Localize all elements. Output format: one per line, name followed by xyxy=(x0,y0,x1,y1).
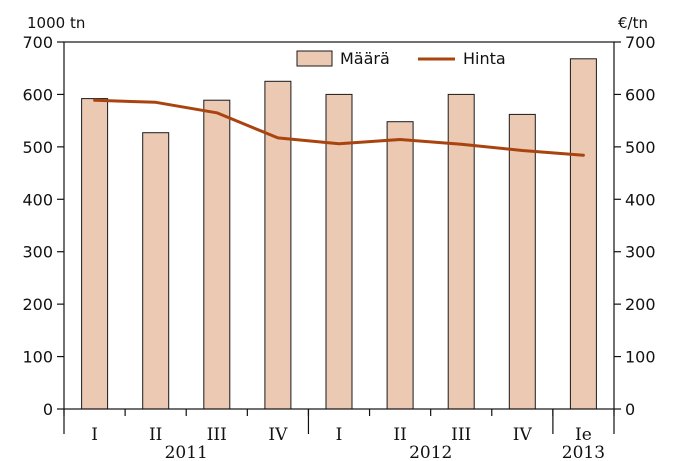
y-right-tick-label: 600 xyxy=(625,85,656,104)
line-layer xyxy=(93,98,585,157)
y-left-tick-label: 500 xyxy=(22,138,53,157)
y-right-tick-label: 500 xyxy=(625,138,656,157)
y-right-tick-label: 100 xyxy=(625,348,656,367)
legend-label-maara: Määrä xyxy=(340,49,390,68)
plot-border xyxy=(63,41,615,410)
axis-ticks xyxy=(57,41,621,434)
x-category-label: II xyxy=(393,425,406,445)
bars-layer xyxy=(81,58,597,410)
bar-maara-7 xyxy=(447,93,475,410)
x-category-label: III xyxy=(451,425,471,445)
legend: Määrä Hinta xyxy=(296,49,506,68)
y-right-tick-label: 0 xyxy=(625,400,635,419)
bar-maara-1 xyxy=(81,98,109,410)
y-left-tick-label: 700 xyxy=(22,33,53,52)
x-group-label: 2011 xyxy=(165,443,208,461)
legend-swatch-maara xyxy=(296,50,333,67)
y-right-tick-label: 700 xyxy=(625,33,656,52)
y-right-axis-label: €/tn xyxy=(618,14,648,32)
y-right-tick-label: 300 xyxy=(625,243,656,262)
x-category-label: IV xyxy=(268,425,288,445)
x-group-label: 2012 xyxy=(409,443,452,461)
y-left-tick-label: 400 xyxy=(22,190,53,209)
x-category-label: II xyxy=(149,425,162,445)
y-right-tick-label: 200 xyxy=(625,295,656,314)
bar-maara-5 xyxy=(325,93,353,410)
y-left-tick-label: 300 xyxy=(22,243,53,262)
x-category-label: I xyxy=(91,425,98,445)
plot-frame xyxy=(63,41,615,410)
x-group-label: 2013 xyxy=(562,443,605,461)
axis-labels: 0 100 200 300 400 500 600 700 0 100 200 300 400 500 60… xyxy=(22,14,655,461)
bar-maara-3 xyxy=(203,99,231,410)
y-right-tick-label: 400 xyxy=(625,190,656,209)
y-left-tick-label: 100 xyxy=(22,348,53,367)
y-left-tick-label: 0 xyxy=(43,400,53,419)
legend-label-hinta: Hinta xyxy=(463,49,506,68)
bar-maara-4 xyxy=(264,80,292,410)
y-left-tick-label: 200 xyxy=(22,295,53,314)
y-left-axis-label: 1000 tn xyxy=(27,14,85,32)
bar-maara-2 xyxy=(142,132,170,410)
x-category-label: Ie xyxy=(575,425,592,445)
x-category-label: IV xyxy=(513,425,533,445)
bar-maara-8 xyxy=(508,113,536,410)
bar-maara-6 xyxy=(386,121,414,410)
x-category-label: III xyxy=(207,425,227,445)
bar-maara-9 xyxy=(569,58,597,410)
y-left-tick-label: 600 xyxy=(22,85,53,104)
x-category-label: I xyxy=(336,425,343,445)
